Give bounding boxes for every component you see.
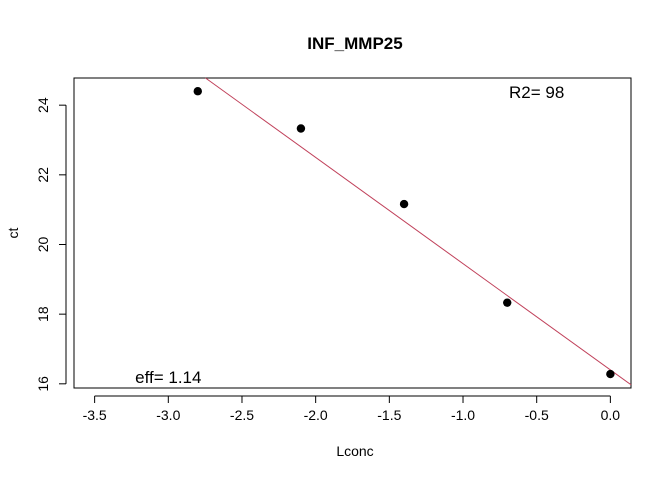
x-axis: -3.5 -3.0 -2.5 -2.0 -1.5 -1.0 -0.5 0.0	[83, 395, 621, 423]
x-tick-label: -3.5	[83, 407, 107, 423]
x-tick-label: -1.5	[377, 407, 401, 423]
x-axis-label: Lconc	[336, 443, 373, 459]
plot-frame	[73, 77, 632, 389]
x-tick-label: -2.5	[230, 407, 254, 423]
x-tick-label: 0.0	[601, 407, 621, 423]
regression-line	[205, 77, 632, 386]
annotation-layer: R2= 98 eff= 1.14	[135, 83, 564, 387]
annotation-text: eff= 1.14	[135, 368, 201, 387]
y-tick-label: 24	[35, 97, 51, 113]
points-layer	[193, 87, 615, 379]
x-tick-label: -1.0	[451, 407, 475, 423]
y-tick-label: 20	[35, 236, 51, 252]
data-point	[399, 199, 409, 209]
data-point	[193, 87, 202, 96]
data-point	[606, 369, 615, 379]
x-tick-label: -2.0	[304, 407, 328, 423]
y-tick-label: 16	[35, 376, 51, 392]
annotation-text: R2= 98	[509, 83, 564, 102]
y-axis: 16 18 20 22 24	[35, 97, 67, 392]
y-tick-label: 18	[35, 306, 51, 322]
y-tick-label: 22	[35, 167, 51, 183]
x-tick-label: -3.0	[156, 407, 180, 423]
data-point	[503, 298, 512, 307]
regression-line-layer	[205, 77, 632, 386]
chart-title: INF_MMP25	[307, 34, 402, 53]
x-tick-label: -0.5	[525, 407, 549, 423]
data-point	[296, 124, 306, 133]
y-axis-label: ct	[5, 227, 21, 238]
